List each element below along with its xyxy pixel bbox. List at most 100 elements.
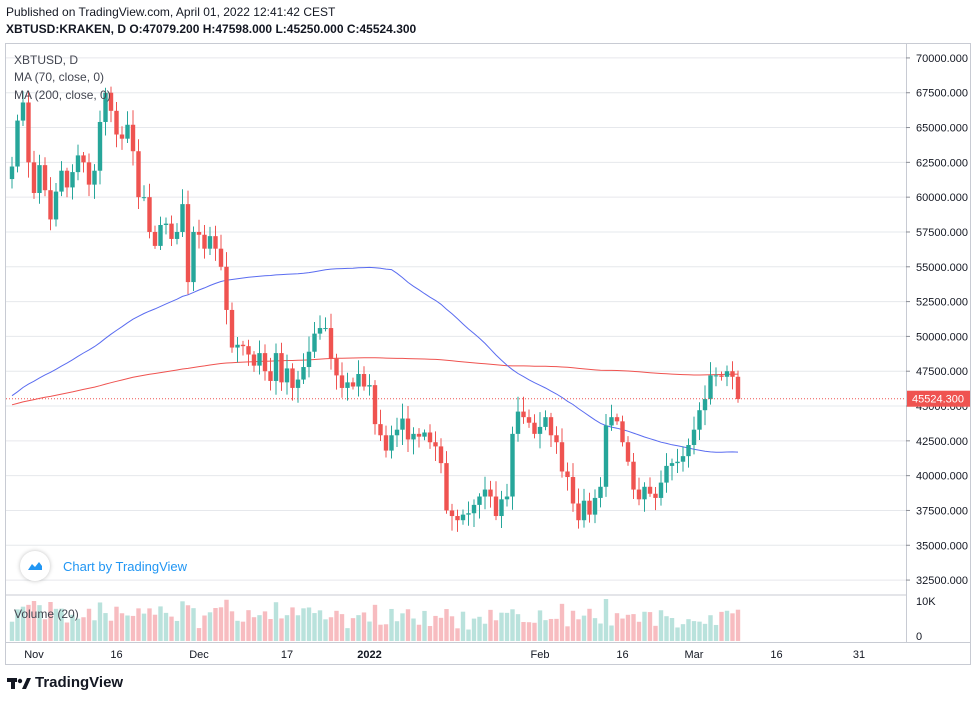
volume-bar [433,615,438,641]
candle-body [191,231,196,283]
candle-body [9,166,15,180]
volume-bar [565,626,570,641]
volume-bar [444,609,449,641]
candle-body [559,442,565,472]
candle-body [339,375,345,388]
volume-bar [493,620,499,641]
candle-body [576,503,581,521]
candle-body [114,110,119,135]
candle-body [169,223,174,239]
published-timestamp: Published on TradingView.com, April 01, … [6,5,336,19]
candle-body [273,353,279,381]
candle-body [163,223,169,226]
volume-bar [378,624,383,641]
y-tick-label: 55000.000 [916,262,968,274]
volume-bar [70,614,75,641]
volume-bar [664,616,669,641]
candle-body [235,344,240,348]
volume-bar [37,605,42,641]
volume-bars [9,599,741,641]
volume-bar [504,612,510,641]
tradingview-logo[interactable]: TradingView [7,674,123,691]
candle-body [279,353,284,383]
volume-bar [405,609,411,641]
candle-body [614,417,620,422]
candle-body [427,432,433,443]
volume-bar [724,610,730,641]
candle-body [587,500,592,515]
candle-body [301,367,306,380]
y-tick-label: 37500.000 [916,505,968,517]
candle-body [521,411,526,418]
footer-logo-text: TradingView [35,674,124,691]
candle-body [708,375,713,400]
volume-bar [735,609,741,641]
x-tick-label: 31 [853,649,865,661]
candle-body [592,497,598,515]
volume-bar [521,622,526,641]
volume-bar [598,623,603,641]
volume-bar [361,612,367,641]
volume-bar [196,628,202,641]
volume-bar [268,619,273,641]
volume-bar [262,611,268,641]
candle-body [48,190,53,220]
candle-body [724,371,730,377]
volume-bar [235,620,240,641]
volume-bar [713,624,719,641]
volume-bar [466,629,471,641]
volume-bar [141,613,147,641]
volume-bar [334,610,339,641]
candle-body [229,309,235,348]
volume-bar [130,615,136,641]
volume-bar [279,618,284,641]
chart-area[interactable] [5,43,971,665]
axes: 70000.000 67500.000 65000.000 62500.000 6000… [6,53,970,661]
volume-bar [620,618,625,641]
candle-body [59,170,64,192]
volume-axis-zero: 0 [916,631,922,643]
volume-bar [229,611,235,641]
candle-body [477,496,482,505]
volume-bar [543,620,548,641]
volume-bar [526,622,532,641]
candle-body [565,471,570,478]
volume-bar [449,616,455,641]
legend-volume: Volume (20) [14,607,79,621]
volume-bar [394,621,400,641]
volume-bar [647,612,653,641]
candle-body [455,516,460,521]
volume-bar [554,618,559,641]
volume-bar [152,614,158,641]
candle-body [438,446,444,464]
candle-body [350,382,356,387]
volume-bar [26,604,31,641]
volume-bar [306,607,312,641]
volume-bar [614,613,620,641]
volume-bar [174,620,180,641]
volume-bar [422,610,427,641]
y-tick-label: 35000.000 [916,540,968,552]
candle-body [328,328,334,359]
tradingview-watermark[interactable]: Chart by TradingView [20,551,187,581]
tradingview-logo-icon [7,677,31,689]
volume-bar [185,605,191,641]
x-tick-label: 2022 [357,649,381,661]
volume-bar [400,613,405,641]
volume-bar [499,612,504,641]
volume-bar [367,621,372,641]
volume-bar [273,602,279,641]
candle-body [686,445,691,457]
candle-body [119,134,125,139]
candles [9,86,741,532]
candle-body [26,102,31,163]
cloud-chart-icon [20,551,50,581]
volume-bar [642,611,647,641]
y-tick-label: 62500.000 [916,157,968,169]
volume-bar [372,604,378,641]
candle-body [240,344,246,347]
candle-body [642,486,647,500]
candle-body [433,442,438,447]
volume-bar [323,619,328,641]
